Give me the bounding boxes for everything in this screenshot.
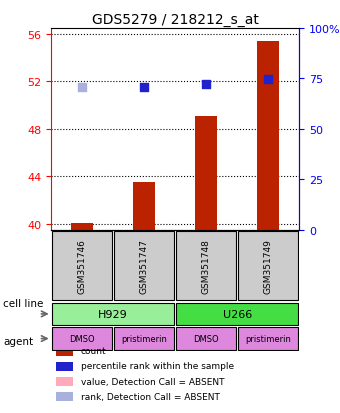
Text: H929: H929 bbox=[98, 309, 128, 319]
Text: GSM351747: GSM351747 bbox=[140, 239, 149, 293]
Bar bbox=[56, 347, 73, 356]
FancyBboxPatch shape bbox=[52, 328, 112, 350]
Point bbox=[203, 81, 209, 88]
FancyBboxPatch shape bbox=[238, 328, 298, 350]
Text: cell line: cell line bbox=[3, 299, 44, 309]
Bar bbox=[56, 362, 73, 371]
Text: pristimerin: pristimerin bbox=[121, 334, 167, 343]
Text: GSM351746: GSM351746 bbox=[78, 239, 86, 293]
FancyBboxPatch shape bbox=[52, 303, 174, 325]
FancyBboxPatch shape bbox=[176, 232, 236, 300]
Bar bbox=[71, 223, 93, 230]
Bar bbox=[257, 42, 279, 230]
Text: DMSO: DMSO bbox=[69, 334, 95, 343]
FancyBboxPatch shape bbox=[176, 303, 298, 325]
Bar bbox=[195, 116, 217, 230]
FancyBboxPatch shape bbox=[114, 232, 174, 300]
Text: U266: U266 bbox=[222, 309, 252, 319]
Title: GDS5279 / 218212_s_at: GDS5279 / 218212_s_at bbox=[92, 12, 258, 26]
Text: rank, Detection Call = ABSENT: rank, Detection Call = ABSENT bbox=[81, 392, 220, 401]
Text: GSM351749: GSM351749 bbox=[264, 239, 273, 293]
FancyBboxPatch shape bbox=[238, 232, 298, 300]
FancyBboxPatch shape bbox=[114, 328, 174, 350]
FancyBboxPatch shape bbox=[176, 328, 236, 350]
Bar bbox=[56, 377, 73, 387]
Text: value, Detection Call = ABSENT: value, Detection Call = ABSENT bbox=[81, 377, 224, 386]
Text: agent: agent bbox=[3, 336, 34, 346]
Text: GSM351748: GSM351748 bbox=[202, 239, 210, 293]
Point bbox=[141, 85, 147, 91]
Point bbox=[79, 85, 85, 91]
Text: DMSO: DMSO bbox=[193, 334, 219, 343]
Text: percentile rank within the sample: percentile rank within the sample bbox=[81, 362, 234, 370]
FancyBboxPatch shape bbox=[52, 232, 112, 300]
Bar bbox=[56, 392, 73, 401]
Text: count: count bbox=[81, 347, 106, 356]
Bar bbox=[133, 183, 155, 230]
Point bbox=[266, 76, 271, 83]
Text: pristimerin: pristimerin bbox=[245, 334, 291, 343]
